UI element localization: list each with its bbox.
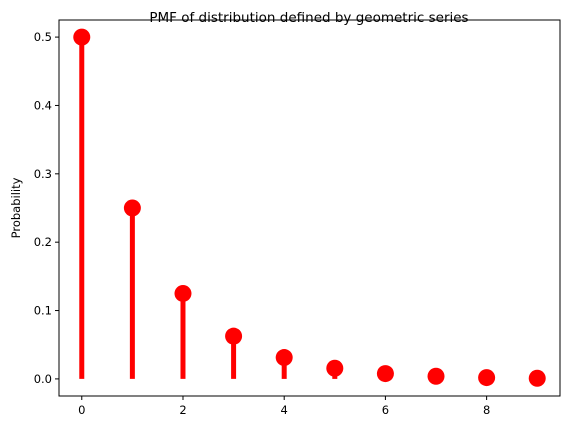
markers (73, 28, 546, 387)
y-tick-label: 0.5 (34, 30, 52, 44)
x-tick-label: 4 (281, 403, 288, 417)
y-tick-label: 0.3 (34, 167, 52, 181)
y-tick-label: 0.2 (34, 235, 52, 249)
stem-marker (225, 327, 243, 345)
stem-marker (376, 365, 394, 383)
stem-marker (73, 28, 91, 46)
x-tick-label: 8 (483, 403, 490, 417)
y-tick-label: 0.1 (34, 304, 52, 318)
y-tick-label: 0.0 (34, 372, 52, 386)
stem-marker (427, 367, 445, 385)
y-axis-ticks: 0.0 0.1 0.2 0.3 0.4 0.5 (34, 30, 59, 386)
y-axis-label: Probability (9, 177, 23, 238)
plot-frame (58, 19, 561, 397)
x-tick-label: 0 (78, 403, 85, 417)
stems (79, 37, 540, 379)
x-tick-label: 6 (382, 403, 389, 417)
stem-marker (528, 369, 546, 387)
stem-marker (123, 199, 141, 217)
x-axis-ticks: 0 2 4 6 8 (78, 396, 490, 417)
stem-marker (326, 359, 344, 377)
x-tick-label: 2 (179, 403, 186, 417)
chart-title: PMF of distribution defined by geometric… (149, 10, 468, 26)
stem-marker (174, 284, 192, 302)
y-tick-label: 0.4 (34, 98, 52, 112)
stem-marker (478, 369, 496, 387)
stem-marker (275, 349, 293, 367)
